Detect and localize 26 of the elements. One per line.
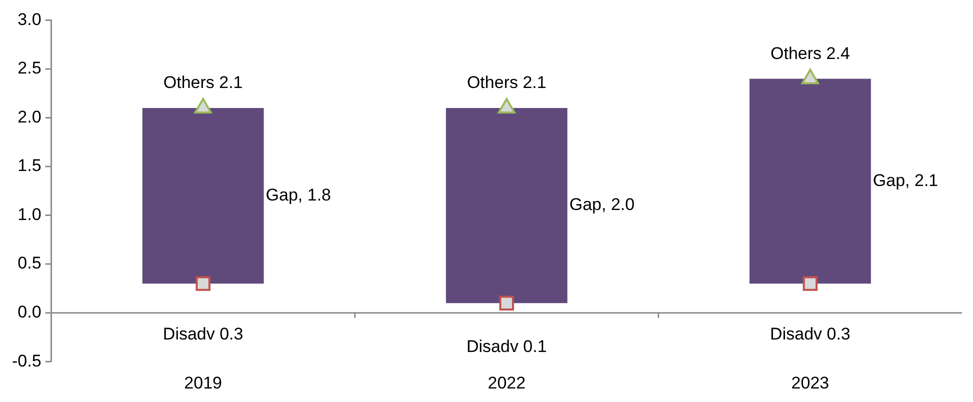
x-tick-label: 2019: [184, 373, 222, 392]
y-tick-label: 1.0: [18, 204, 42, 224]
point: [801, 68, 820, 84]
y-tick-label: 2.5: [18, 58, 42, 78]
text: Others 2.4: [770, 44, 850, 63]
y-tick-label: 3.0: [18, 10, 42, 29]
text: Gap, 1.8: [266, 185, 332, 204]
text: Others 2.1: [466, 73, 546, 92]
y-tick-label: 2.0: [18, 107, 42, 126]
text: Gap, 2.0: [569, 195, 635, 214]
text: Gap, 2.1: [872, 170, 938, 190]
y-tick-label: 1.5: [18, 156, 42, 176]
y-tick-label: 0.5: [18, 254, 42, 273]
y-tick-label: 0.0: [18, 302, 42, 322]
point: [196, 276, 210, 291]
x-tick-label: 2023: [791, 373, 830, 392]
text: Disadv 0.3: [162, 324, 244, 344]
text: Others 2.1: [163, 73, 243, 92]
text: Disadv 0.1: [466, 336, 547, 356]
point: [498, 98, 516, 114]
point: [499, 296, 514, 310]
x-tick-label: 2022: [488, 373, 526, 392]
point: [194, 98, 212, 114]
y-tick-label: -0.5: [12, 351, 42, 370]
point: [802, 276, 818, 291]
text: Disadv 0.3: [770, 324, 850, 344]
